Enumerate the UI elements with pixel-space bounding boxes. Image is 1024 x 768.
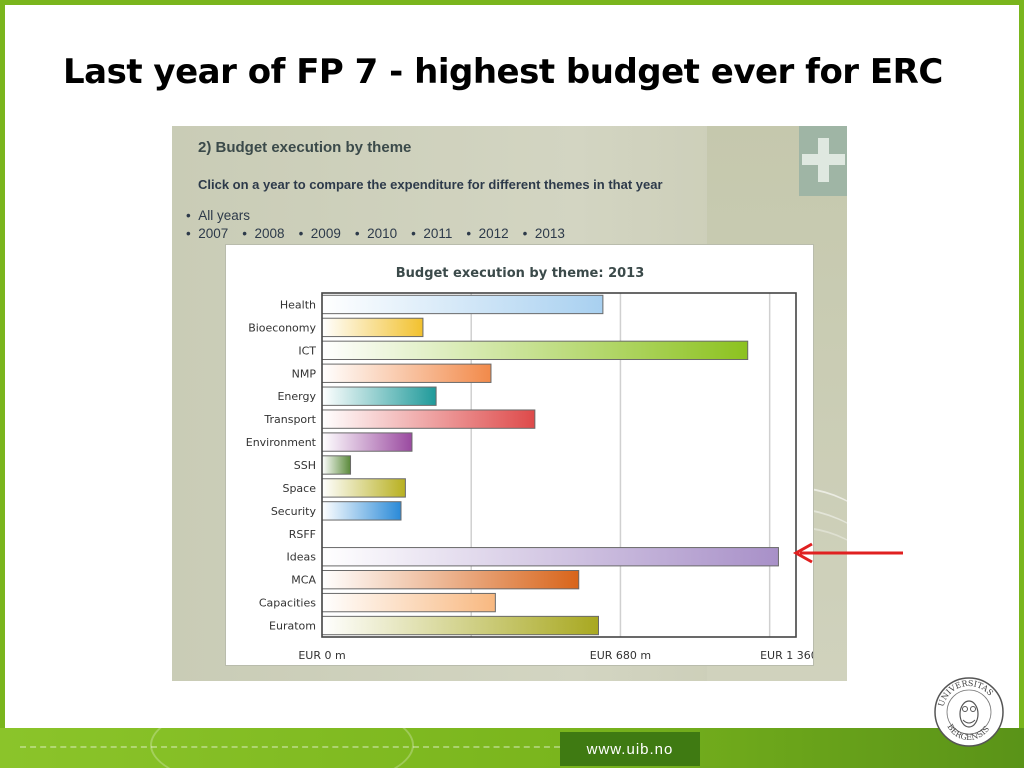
category-label: Transport — [263, 413, 316, 426]
x-tick-label: EUR 680 m — [590, 649, 651, 662]
category-label: RSFF — [289, 528, 316, 541]
bar-chart: Budget execution by theme: 2013 Health Bi… — [246, 266, 813, 662]
panel-heading: 2) Budget execution by theme — [198, 139, 412, 156]
year-link-2010[interactable]: 2010 — [355, 226, 397, 241]
bar-environment[interactable] — [321, 432, 413, 452]
bar-transport[interactable] — [321, 409, 536, 429]
bar-euratom[interactable] — [321, 615, 599, 636]
chart-container: Budget execution by theme: 2013 Health Bi… — [225, 244, 814, 666]
category-label: NMP — [292, 367, 317, 380]
x-tick-label: EUR 0 m — [298, 649, 345, 662]
bar-capacities[interactable] — [321, 592, 496, 613]
bar-health[interactable] — [321, 294, 604, 315]
bar-security[interactable] — [321, 501, 402, 521]
category-label: Environment — [246, 436, 317, 449]
year-links: 2007 2008 2009 2010 2011 2012 2013 — [186, 226, 579, 241]
bar-mca[interactable] — [321, 569, 580, 590]
footer-url[interactable]: www.uib.no — [560, 732, 700, 766]
category-label: Health — [280, 298, 316, 311]
category-label: Bioeconomy — [248, 321, 316, 334]
bar-ideas[interactable] — [321, 547, 779, 567]
year-link-2008[interactable]: 2008 — [242, 226, 285, 241]
year-link-2012[interactable]: 2012 — [466, 226, 509, 241]
all-years-item[interactable]: All years — [186, 208, 250, 223]
university-seal-icon: UNIVERSITAS BERGENSIS — [934, 677, 1004, 747]
footer-bar — [0, 728, 1024, 768]
category-label: Space — [282, 482, 316, 495]
plus-icon[interactable] — [799, 126, 847, 196]
category-label: Ideas — [287, 551, 317, 564]
category-label: Security — [271, 505, 317, 518]
footer-decoration — [150, 728, 414, 768]
category-label: ICT — [298, 344, 316, 357]
bar-ict[interactable] — [321, 340, 749, 361]
year-link-2011[interactable]: 2011 — [411, 226, 452, 241]
category-label: Capacities — [259, 597, 316, 610]
year-link-2007[interactable]: 2007 — [186, 226, 228, 241]
category-label: Energy — [277, 390, 316, 403]
bar-space[interactable] — [321, 478, 406, 498]
red-arrow-icon — [792, 542, 903, 564]
category-label: SSH — [294, 459, 316, 472]
year-link-2009[interactable]: 2009 — [299, 226, 341, 241]
screenshot-panel: 2) Budget execution by theme Click on a … — [172, 126, 847, 681]
plot-frame — [321, 292, 797, 638]
all-years-link[interactable]: All years — [186, 208, 250, 223]
slide-title: Last year of FP 7 - highest budget ever … — [63, 52, 943, 92]
panel-instruction: Click on a year to compare the expenditu… — [198, 177, 663, 192]
year-link-2013[interactable]: 2013 — [523, 226, 565, 241]
bar-ssh[interactable] — [321, 455, 352, 475]
bar-energy[interactable] — [321, 386, 437, 406]
bar-bioeconomy[interactable] — [321, 317, 424, 338]
category-label: Euratom — [269, 620, 316, 633]
x-tick-label: EUR 1 360 m — [760, 649, 813, 662]
bar-nmp[interactable] — [321, 363, 492, 383]
category-label: MCA — [291, 574, 316, 587]
chart-title: Budget execution by theme: 2013 — [396, 266, 645, 281]
